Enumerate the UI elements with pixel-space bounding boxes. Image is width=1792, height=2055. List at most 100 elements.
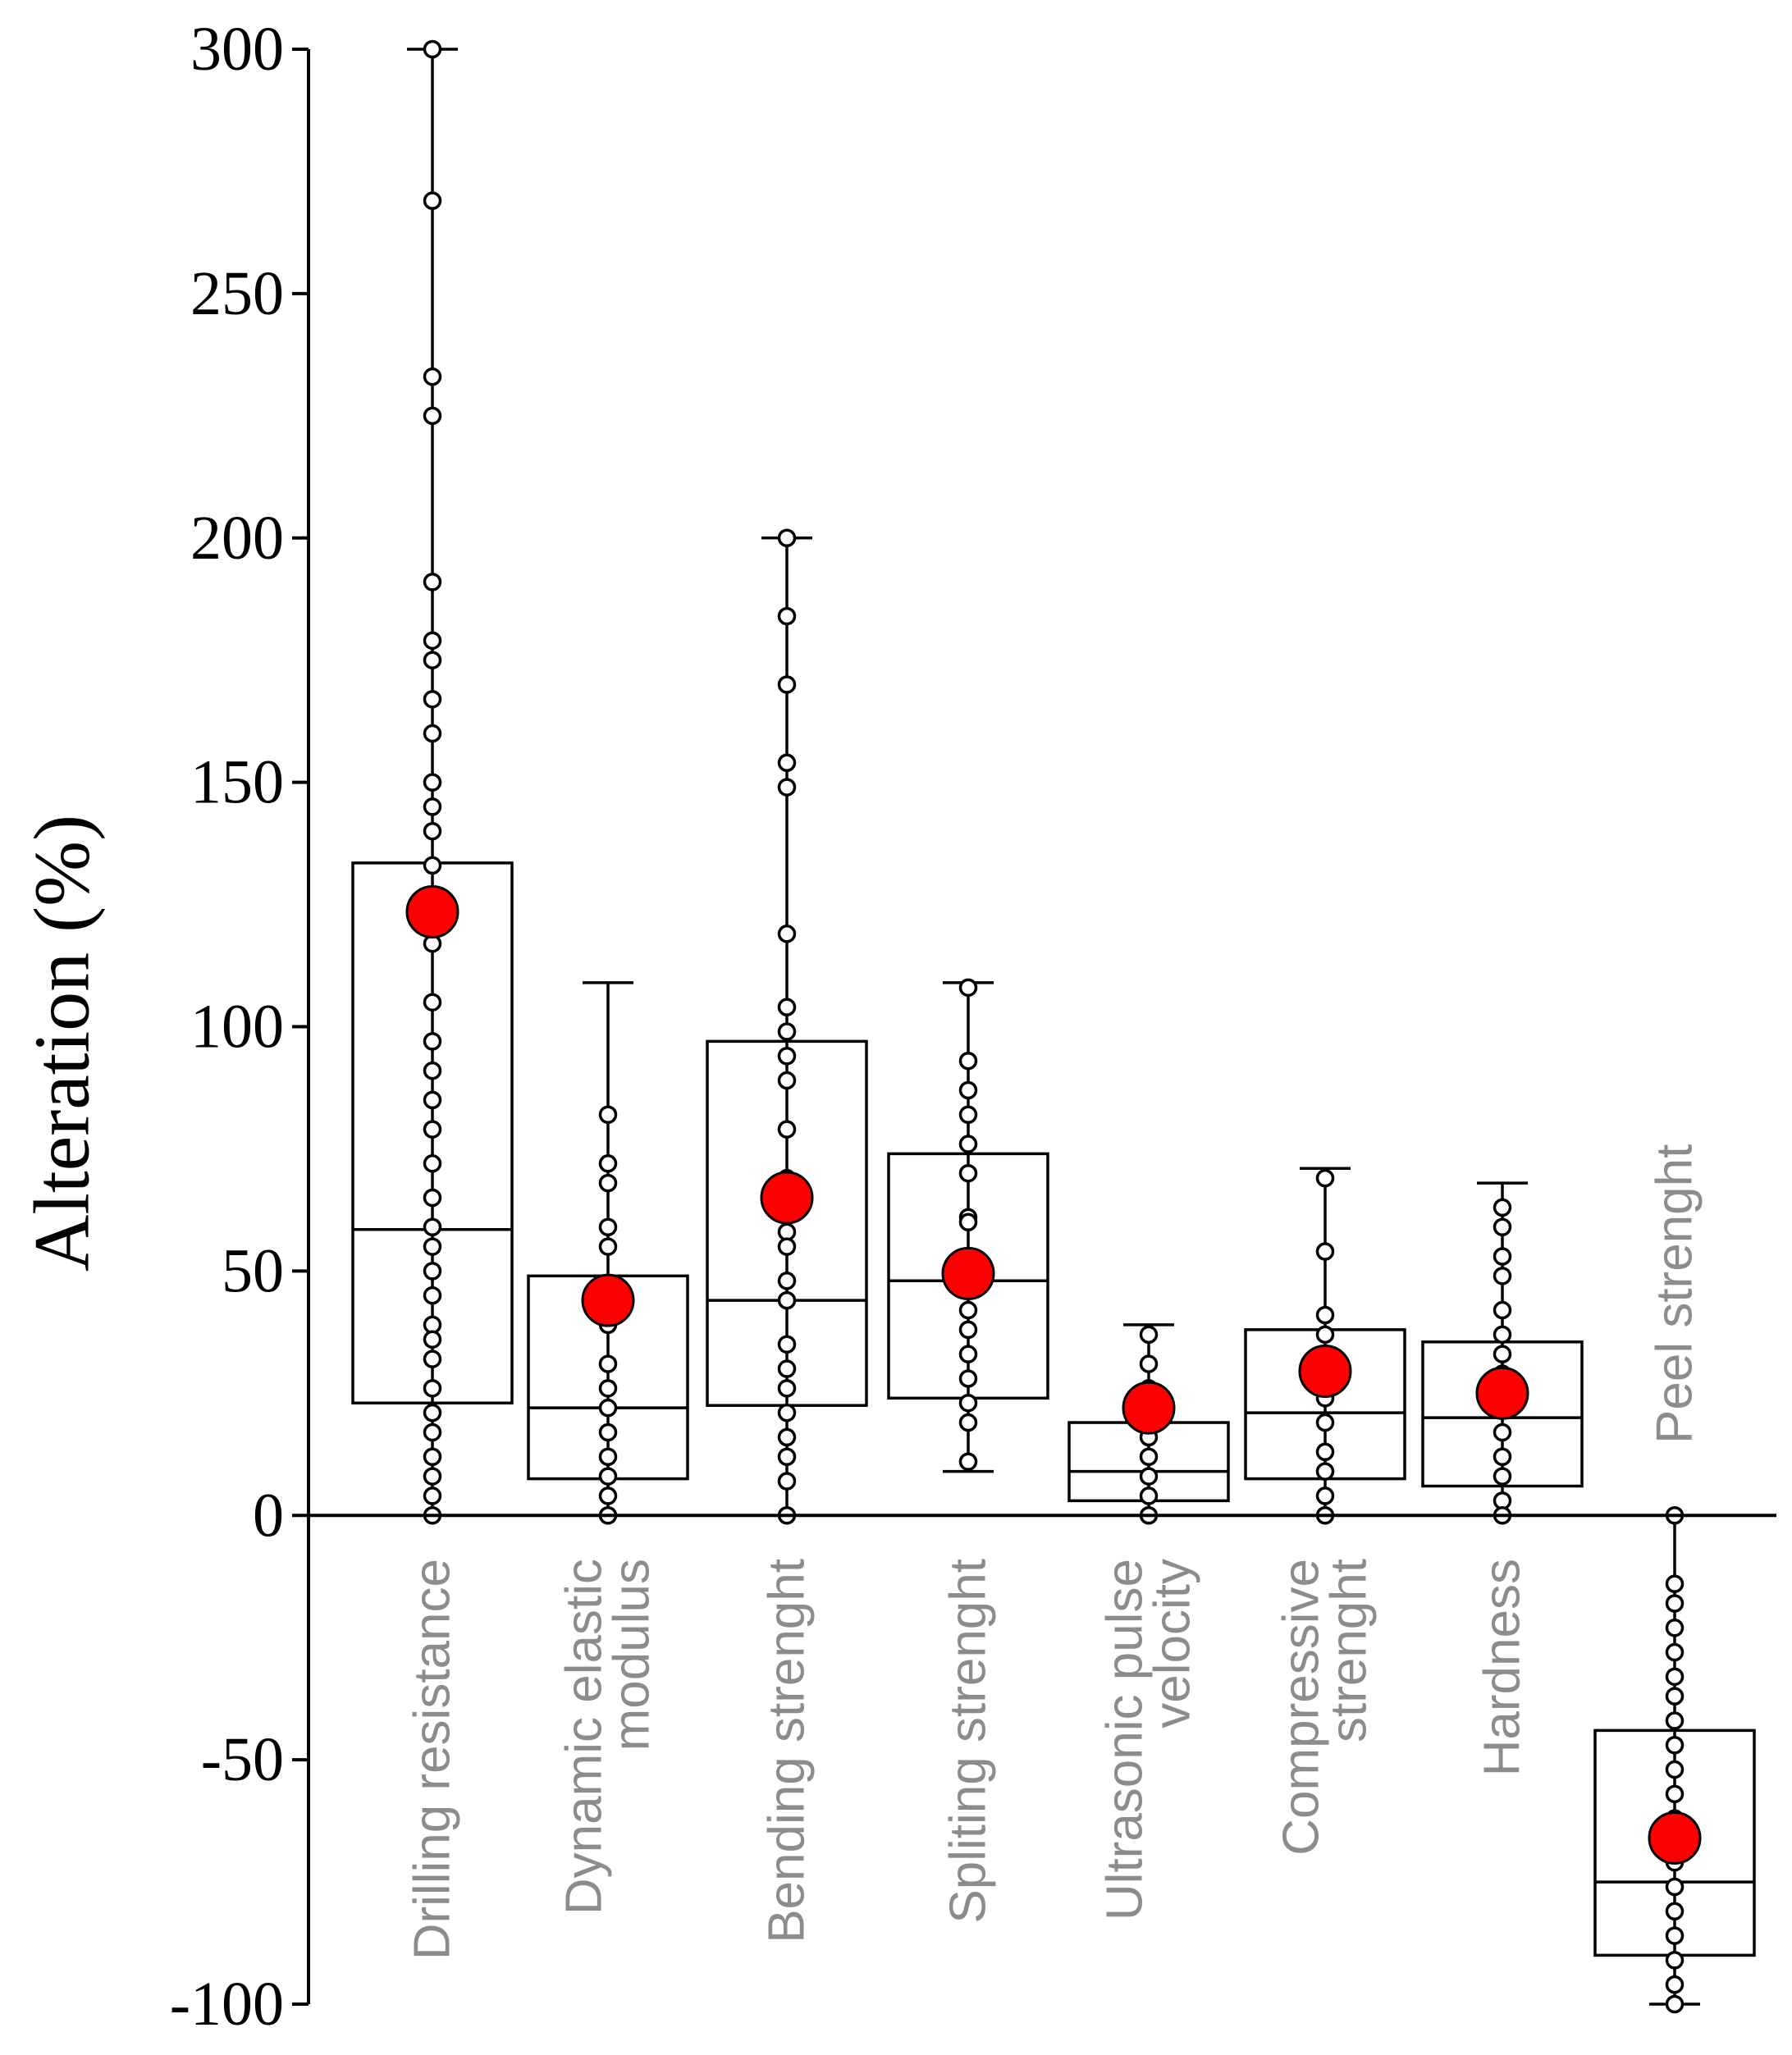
data-point [1493,1345,1512,1363]
data-point [423,573,442,591]
data-point [1493,1325,1512,1345]
data-point [777,675,797,694]
data-point [423,797,442,816]
data-point [1139,1486,1159,1505]
data-point [958,1212,978,1232]
data-point [777,778,797,797]
category-label: Drilling resistance [405,1559,461,1960]
data-point [598,1447,618,1467]
data-point [958,1345,978,1363]
data-point [777,1071,797,1090]
data-point [777,998,797,1016]
y-axis-ticks: -100 -50 0 50 100 150 200 250 300 [170,15,309,2039]
data-point [777,1379,797,1398]
series-group: Drilling resistance [351,39,514,1960]
data-point [958,1105,978,1124]
data-point [423,1032,442,1051]
y-tick-label: 0 [253,1481,284,1550]
data-point [598,1486,618,1505]
data-point [598,1173,618,1193]
data-point [423,367,442,386]
series-group: Hardness [1421,1181,1584,1776]
data-point [1139,1447,1159,1467]
data-point [777,606,797,626]
data-point [598,1237,618,1256]
series-group: Compressivestrenght [1244,1167,1406,1856]
data-point [423,1061,442,1080]
data-point [958,1452,978,1471]
data-point [777,1427,797,1447]
data-point [423,1262,442,1281]
category-label-line: Spliting strenght [940,1559,997,1924]
data-point [777,1335,797,1354]
series-group: Ultrasonic pulsevelocity [1067,1323,1230,1920]
data-point [1665,1711,1685,1730]
data-point [1665,1902,1685,1921]
data-point [1315,1325,1335,1345]
data-point [1315,1305,1335,1325]
data-point [777,1046,797,1066]
data-point [777,1120,797,1139]
data-point [423,1349,442,1368]
data-point [1665,1926,1685,1945]
data-point [423,1154,442,1173]
data-point [1665,1642,1685,1662]
data-point [423,1237,442,1256]
series-group: Peel strenght [1593,1144,1756,2014]
data-point [958,1300,978,1320]
data-point [958,1413,978,1432]
data-point [1665,1975,1685,1994]
y-tick-label: 150 [190,748,284,817]
data-point [777,753,797,773]
data-point [1315,1486,1335,1505]
data-point [1315,1462,1335,1481]
data-point [1493,1423,1512,1442]
data-point [777,1022,797,1041]
data-point [777,1447,797,1467]
data-point [1665,1760,1685,1779]
data-point [423,39,442,59]
series-group: Bending strenght [706,528,868,1943]
y-tick-label: -100 [170,1970,284,2039]
data-point [958,1163,978,1183]
data-point [423,773,442,792]
data-point [958,1393,978,1413]
y-tick-label: 100 [190,993,284,1062]
data-point [423,724,442,743]
data-point [777,528,797,547]
data-point [1665,1736,1685,1755]
y-axis-title: Alteration (%) [18,815,106,1272]
y-tick-label: -50 [201,1725,284,1794]
mean-marker [405,884,459,938]
category-label-line: Peel strenght [1647,1144,1703,1444]
data-point [1315,1442,1335,1462]
category-label: Spliting strenght [940,1559,997,1924]
data-point [777,925,797,943]
data-point [423,1188,442,1208]
data-point [423,690,442,709]
data-point [423,1467,442,1486]
y-tick-label: 50 [222,1236,284,1305]
category-label-line: Bending strenght [759,1559,816,1943]
data-point [1665,1667,1685,1687]
data-point [1493,1267,1512,1286]
data-point [1665,1687,1685,1706]
data-point [423,1486,442,1505]
mean-marker [1475,1366,1529,1420]
data-point [423,856,442,875]
y-tick-label: 300 [190,15,284,84]
category-label: Dynamic elasticmodulus [556,1559,661,1915]
data-point [1139,1354,1159,1373]
data-point [598,1217,618,1237]
data-point [1139,1467,1159,1486]
mean-marker [1648,1811,1702,1865]
data-point [1315,1168,1335,1188]
data-point [1493,1247,1512,1266]
data-point [598,1423,618,1442]
data-point [1665,1619,1685,1637]
series-group: Dynamic elasticmodulus [527,981,689,1915]
data-point [423,406,442,426]
data-point [423,1403,442,1423]
data-point [423,1286,442,1305]
